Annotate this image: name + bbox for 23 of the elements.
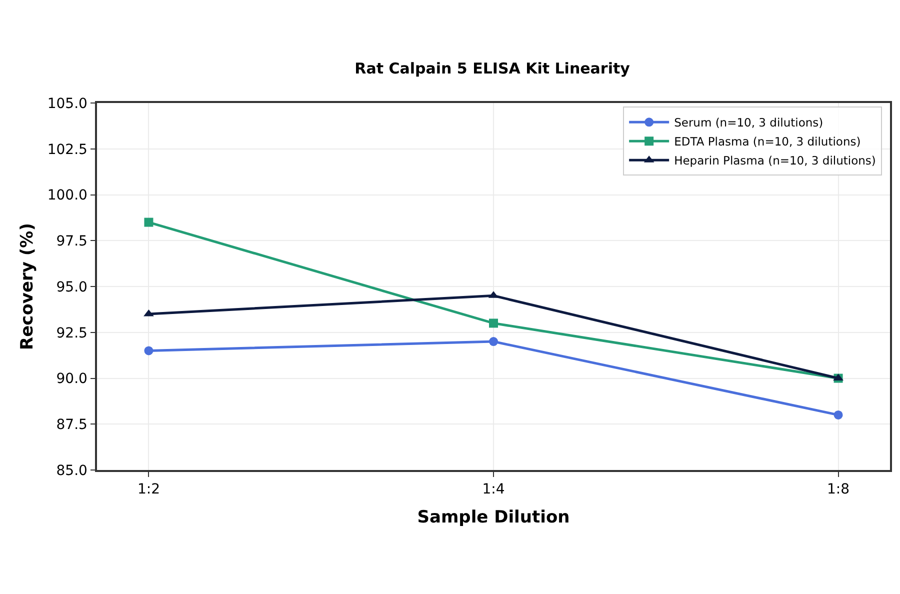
x-axis-title: Sample Dilution <box>417 507 570 528</box>
y-tick-label: 87.5 <box>56 417 88 434</box>
point <box>144 346 154 356</box>
point <box>834 410 843 420</box>
y-tick-label: 85.0 <box>56 462 88 479</box>
y-tick-label: 105.0 <box>47 96 88 112</box>
y-tick-label: 95.0 <box>56 279 88 296</box>
point <box>489 318 498 328</box>
point <box>144 218 154 227</box>
x-tick-label: 1:2 <box>137 482 160 498</box>
x-tick-label: 1:4 <box>482 482 505 498</box>
chart-title: Rat Calpain 5 ELISA Kit Linearity <box>354 60 630 78</box>
y-tick-label: 90.0 <box>56 371 88 388</box>
legend-label: EDTA Plasma (n=10, 3 dilutions) <box>674 134 861 149</box>
y-axis-title: Recovery (%) <box>17 223 38 350</box>
point <box>489 337 498 346</box>
x-tick-label: 1:8 <box>827 482 850 498</box>
y-tick-label: 102.5 <box>47 142 88 158</box>
y-tick-label: 100.0 <box>47 188 88 204</box>
y-tick-label: 97.5 <box>56 234 88 250</box>
legend-label: Heparin Plasma (n=10, 3 dilutions) <box>674 154 876 168</box>
y-tick-label: 92.5 <box>56 325 88 342</box>
legend-label: Serum (n=10, 3 dilutions) <box>674 116 824 130</box>
